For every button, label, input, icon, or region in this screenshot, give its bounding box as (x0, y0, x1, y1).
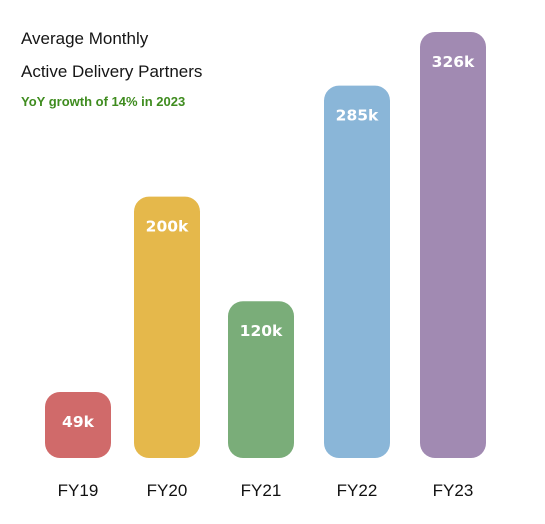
bar-value-label: 326k (432, 53, 475, 71)
bar-fy19 (45, 392, 111, 458)
bar-fy23 (420, 32, 486, 458)
bar-value-label: 49k (62, 413, 95, 431)
x-tick-label: FY23 (433, 481, 474, 500)
chart-subtitle: YoY growth of 14% in 2023 (21, 94, 186, 109)
bar-fy20 (134, 196, 200, 458)
bar-value-label: 285k (336, 107, 379, 125)
x-tick-label: FY22 (337, 481, 378, 500)
bar-fy22 (324, 85, 390, 458)
bar-value-label: 120k (240, 322, 283, 340)
bar-fy21 (228, 301, 294, 458)
chart-title-line-1: Average Monthly (21, 29, 149, 48)
x-tick-label: FY19 (58, 481, 99, 500)
chart-title-line-2: Active Delivery Partners (21, 62, 203, 81)
x-tick-label: FY21 (241, 481, 282, 500)
x-tick-label: FY20 (147, 481, 188, 500)
bar-value-label: 200k (146, 218, 189, 236)
